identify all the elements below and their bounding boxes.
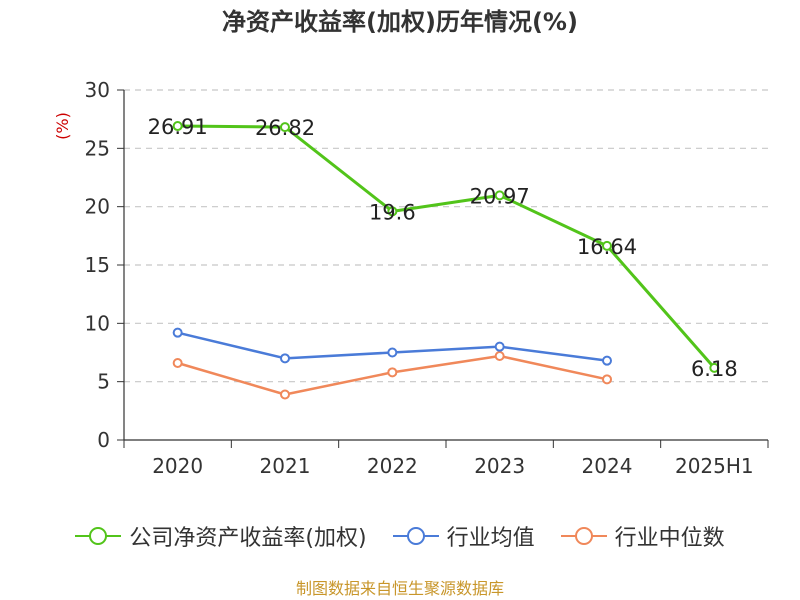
legend-item-company[interactable]: 公司净资产收益率(加权) [75,520,367,552]
legend-marker-industry-median [560,527,607,545]
y-tick-label: 30 [85,78,110,102]
y-axis-unit-label: (%) [53,112,72,140]
data-point-industry-avg [602,355,612,366]
x-tick-label: 2025H1 [675,454,754,478]
axes: 0 5 10 15 20 25 30 2020 2021 2022 2023 2024 2025H1 (%… [53,78,769,478]
y-tick-label: 20 [85,195,110,219]
data-point-industry-median [602,374,612,385]
y-tick-label: 15 [85,253,110,277]
data-label: 26.82 [255,116,315,140]
data-point-industry-avg [172,327,183,338]
data-point-industry-median [494,351,505,361]
data-point-company [172,121,183,132]
data-point-industry-avg [494,341,505,352]
data-point-industry-median [280,389,290,400]
data-label: 16.64 [577,235,637,259]
data-point-industry-avg [280,353,290,364]
data-label: 20.97 [470,184,530,208]
data-label: 6.18 [691,357,738,381]
y-tick-label: 25 [85,136,110,160]
data-point-company [709,362,720,373]
data-label: 26.91 [148,115,208,139]
x-tick-label: 2024 [582,454,633,478]
data-label: 19.6 [369,200,416,224]
data-point-industry-median [172,358,183,368]
legend-label-company: 公司净资产收益率(加权) [129,526,367,551]
x-tick-label: 2020 [152,454,203,478]
legend-marker-company [75,527,122,545]
line-chart: 0 5 10 15 20 25 30 2020 2021 2022 2023 2024 2025H1 (%… [53,78,769,478]
x-tick-label: 2022 [367,454,418,478]
series-line-company [177,124,716,369]
data-point-company [494,190,505,201]
data-point-company [280,122,290,133]
data-point-company [387,206,398,217]
data-point-industry-avg [387,347,398,358]
data-point-industry-median [387,367,398,378]
y-tick-label: 10 [85,311,110,335]
chart-title: 净资产收益率(加权)历年情况(%) [222,8,578,36]
source-footer: 制图数据来自恒生聚源数据库 [295,579,504,598]
grid-lines [124,89,768,383]
legend-item-industry-median[interactable]: 行业中位数 [560,520,725,552]
legend-label-industry-median: 行业中位数 [614,526,725,551]
x-tick-label: 2021 [260,454,311,478]
legend: 公司净资产收益率(加权) 行业均值 行业中位数 [0,520,800,552]
x-tick-label: 2023 [474,454,525,478]
legend-label-industry-avg: 行业均值 [446,526,535,551]
data-labels: 26.91 26.82 19.6 20.97 16.64 6.18 [148,115,738,381]
data-point-company [602,240,612,251]
y-tick-label: 0 [97,428,110,452]
series-lines [172,121,720,400]
y-tick-label: 5 [97,370,110,394]
legend-item-industry-avg[interactable]: 行业均值 [392,520,535,552]
legend-marker-industry-avg [392,527,439,545]
